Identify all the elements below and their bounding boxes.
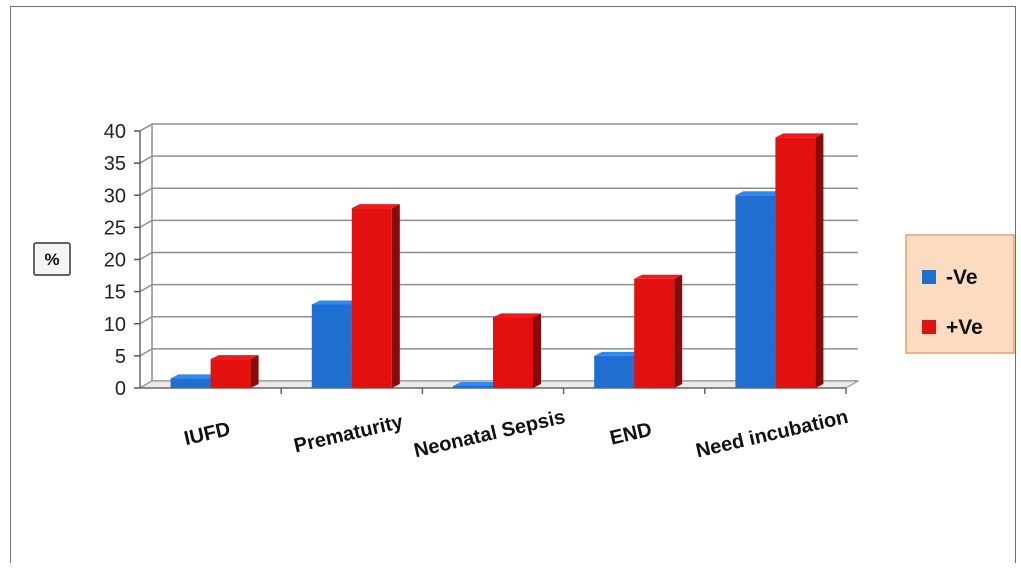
legend: -Ve +Ve: [905, 234, 1015, 354]
y-tick-label: 20: [104, 250, 126, 272]
bar-front: [210, 359, 251, 388]
bar-top: [351, 204, 400, 209]
gridline-depth: [139, 283, 153, 293]
y-axis-label: %: [33, 242, 71, 276]
bars: [170, 133, 824, 388]
y-axis-label-box: [33, 242, 71, 276]
bar-front: [634, 278, 675, 388]
legend-label-negative: -Ve: [946, 266, 978, 289]
bar-side: [391, 204, 400, 388]
bar-side: [533, 313, 541, 388]
bar-front: [594, 355, 635, 388]
bar-top: [594, 351, 643, 356]
gridline-depth: [139, 219, 153, 229]
bar-front: [493, 317, 533, 388]
y-tick-label: 40: [104, 121, 126, 143]
bar-side: [250, 355, 259, 388]
bar-side: [815, 133, 824, 388]
gridline-depth: [139, 187, 153, 196]
bar-top: [311, 300, 360, 305]
y-tick-label: 15: [104, 282, 126, 304]
legend-swatch-positive: [922, 320, 936, 334]
bar-front: [735, 195, 776, 388]
bar-top: [210, 355, 259, 360]
y-axis-ticks: 0 5 10 15 20 25 30 35 40: [104, 121, 140, 400]
bar-front: [170, 378, 211, 388]
gridline-depth: [139, 123, 153, 132]
bar-positive-need-incubation: [775, 133, 824, 388]
bar-side: [674, 274, 683, 388]
bar-positive-end: [634, 274, 683, 388]
x-axis-categories: IUFD Prematurity Neonatal Sepsis END Need in…: [182, 406, 850, 462]
bar-front: [453, 386, 493, 388]
bar-top: [634, 274, 683, 279]
y-tick-label: 25: [104, 217, 126, 239]
bar-front: [351, 208, 392, 388]
gridline-depth: [139, 316, 153, 325]
bar-front: [311, 304, 352, 388]
y-tick-label: 10: [104, 314, 126, 336]
legend-swatch-negative: [922, 270, 936, 284]
x-category-label: Neonatal Sepsis: [412, 406, 568, 462]
gridline-depth: [139, 251, 153, 261]
bar-top: [170, 374, 219, 379]
bar-top: [453, 382, 501, 386]
bar-top: [493, 313, 541, 318]
legend-label-positive: +Ve: [946, 316, 983, 339]
bar-positive-iufd: [210, 355, 259, 388]
x-category-label: Need incubation: [694, 406, 851, 462]
bar-front: [775, 137, 816, 388]
y-tick-label: 35: [104, 153, 126, 175]
bar-top: [735, 191, 784, 196]
bar-top: [775, 133, 824, 138]
x-category-label: Prematurity: [292, 411, 406, 458]
y-tick-label: 0: [115, 378, 126, 400]
y-tick-label: 5: [115, 346, 126, 368]
y-tick-label: 30: [104, 185, 126, 207]
y-axis-label-text: %: [44, 250, 59, 269]
x-category-label: END: [608, 419, 654, 450]
gridline-depth: [139, 348, 153, 357]
x-category-label: IUFD: [182, 418, 232, 450]
bar-positive-neonatal-sepsis: [493, 313, 541, 388]
gridline-depth: [139, 155, 153, 164]
bar-positive-prematurity: [351, 204, 400, 388]
